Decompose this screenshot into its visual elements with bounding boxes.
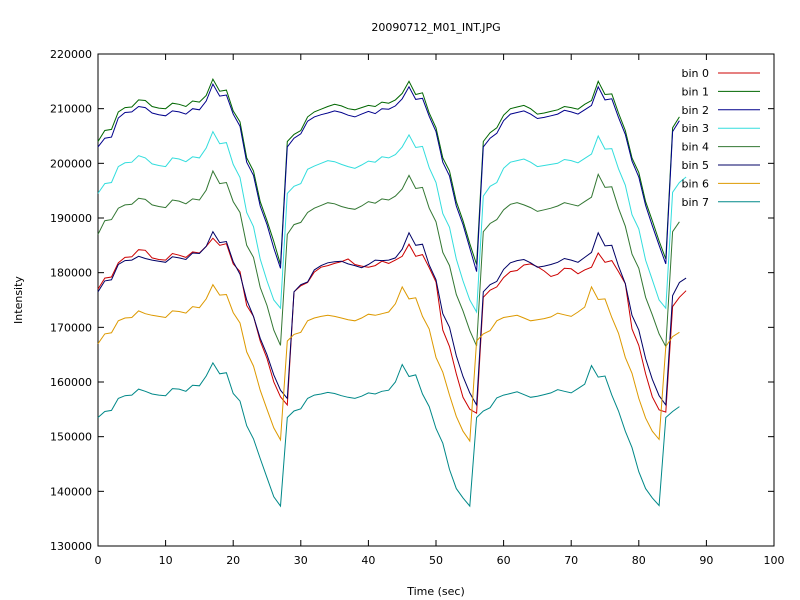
x-tick-label: 40 — [361, 554, 375, 567]
x-tick-label: 70 — [564, 554, 578, 567]
y-tick-label: 220000 — [50, 48, 92, 61]
legend-label-bin-3: bin 3 — [681, 122, 709, 135]
legend-label-bin-4: bin 4 — [681, 141, 709, 154]
x-tick-label: 10 — [159, 554, 173, 567]
x-tick-label: 80 — [632, 554, 646, 567]
x-tick-label: 20 — [226, 554, 240, 567]
y-tick-label: 150000 — [50, 431, 92, 444]
y-tick-label: 130000 — [50, 540, 92, 553]
y-tick-label: 200000 — [50, 157, 92, 170]
legend-label-bin-5: bin 5 — [681, 159, 709, 172]
series-line-bin-3 — [97, 130, 687, 314]
x-tick-label: 90 — [699, 554, 713, 567]
series-line-bin-4 — [97, 169, 680, 349]
y-tick-label: 170000 — [50, 321, 92, 334]
series-line-bin-1 — [97, 77, 680, 265]
x-axis-title: Time (sec) — [406, 585, 465, 598]
x-tick-label: 50 — [429, 554, 443, 567]
y-axis: 130000 140000 150000 160000 170000 180000 1900… — [50, 48, 774, 553]
chart-title: 20090712_M01_INT.JPG — [371, 21, 500, 34]
x-axis: 0 10 20 30 40 50 60 70 80 90 100 — [95, 54, 785, 567]
y-tick-label: 180000 — [50, 267, 92, 280]
legend-label-bin-0: bin 0 — [681, 67, 709, 80]
series-line-bin-0 — [97, 237, 687, 415]
legend-label-bin-7: bin 7 — [681, 196, 709, 209]
series-lines — [97, 77, 687, 508]
x-tick-label: 0 — [95, 554, 102, 567]
y-tick-label: 140000 — [50, 485, 92, 498]
x-tick-label: 60 — [497, 554, 511, 567]
x-tick-label: 30 — [294, 554, 308, 567]
series-line-bin-7 — [97, 361, 680, 508]
y-axis-title: Intensity — [12, 276, 25, 324]
y-tick-label: 210000 — [50, 103, 92, 116]
legend-label-bin-2: bin 2 — [681, 104, 709, 117]
legend-label-bin-6: bin 6 — [681, 177, 709, 190]
y-tick-label: 160000 — [50, 376, 92, 389]
series-line-bin-2 — [97, 82, 680, 272]
y-tick-label: 190000 — [50, 212, 92, 225]
legend-label-bin-1: bin 1 — [681, 85, 709, 98]
series-line-bin-6 — [97, 283, 680, 443]
x-tick-label: 100 — [764, 554, 785, 567]
legend: bin 0 bin 1 bin 2 bin 3 bin 4 bin 5 bin 6 bin 7 — [681, 67, 760, 209]
series-line-bin-5 — [97, 230, 687, 407]
